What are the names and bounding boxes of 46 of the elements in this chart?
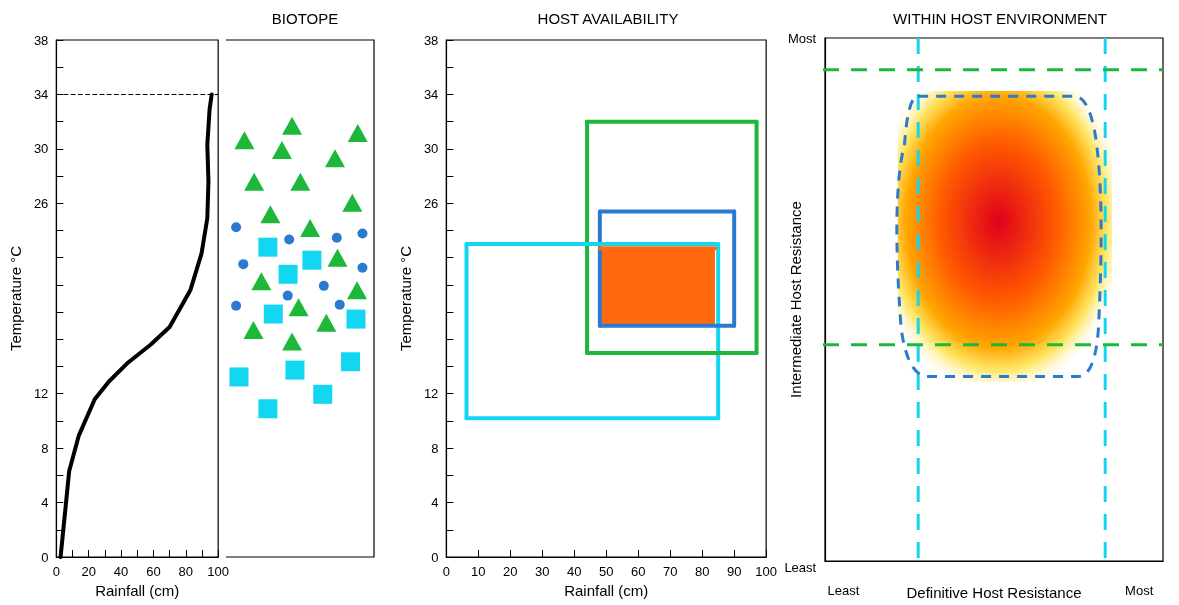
x-tick-label: 100: [207, 564, 230, 579]
x-tick-label: 30: [535, 564, 550, 579]
y-axis-title: Temperature °C: [397, 245, 414, 352]
text: BIOTOPE: [271, 10, 339, 27]
text: Least: [827, 583, 860, 599]
y-axis-title: Temperature °C: [7, 245, 24, 352]
text: Most: [1125, 583, 1154, 599]
x-tick-label: 80: [694, 564, 710, 579]
x-tick-label: 60: [631, 564, 646, 579]
x-tick-label: 80: [178, 564, 194, 579]
x-tick-label: 20: [81, 564, 96, 579]
y-tick-label: 0: [431, 549, 439, 565]
text: Least: [784, 559, 817, 575]
y-tick-label: 38: [423, 32, 439, 48]
y-tick-label: 12: [423, 386, 439, 402]
text: Most: [788, 30, 817, 46]
y-tick-label: 34: [423, 86, 439, 102]
y-tick-label: 38: [33, 32, 49, 48]
x-axis-title: Rainfall (cm): [95, 581, 180, 599]
chart-title: HOST AVAILABILITY: [537, 10, 679, 27]
y-tick-label: 26: [423, 195, 439, 211]
y-tick-label: 30: [33, 141, 49, 157]
y-tick-label: 8: [41, 440, 49, 456]
x-tick-label: 20: [503, 564, 518, 579]
y-tick-label: 4: [41, 495, 49, 511]
y-tick-label: 34: [33, 86, 49, 102]
y-tick-label: 12: [33, 386, 49, 402]
x-tick-label: 90: [726, 564, 742, 579]
text: WITHIN HOST ENVIRONMENT: [893, 10, 1107, 27]
y-tick-label: 8: [431, 440, 439, 456]
y-tick-label: 30: [423, 141, 439, 157]
x-tick-label: 40: [567, 564, 582, 579]
x-tick-label: 100: [755, 564, 778, 579]
text: Intermediate Host Resistance: [787, 201, 804, 398]
x-tick-label: 70: [662, 564, 678, 579]
y-tick-label: 0: [41, 549, 49, 565]
x-tick-label: 50: [599, 564, 614, 579]
x-tick-label: 0: [52, 564, 60, 579]
x-axis-title: Rainfall (cm): [564, 581, 649, 599]
y-tick-label: 4: [431, 495, 439, 511]
x-tick-label: 10: [471, 564, 486, 579]
x-tick-label: 0: [442, 564, 450, 579]
x-tick-label: 40: [113, 564, 129, 579]
y-tick-label: 26: [33, 195, 49, 211]
x-tick-label: 60: [146, 564, 161, 579]
text: Definitive Host Resistance: [906, 584, 1082, 601]
